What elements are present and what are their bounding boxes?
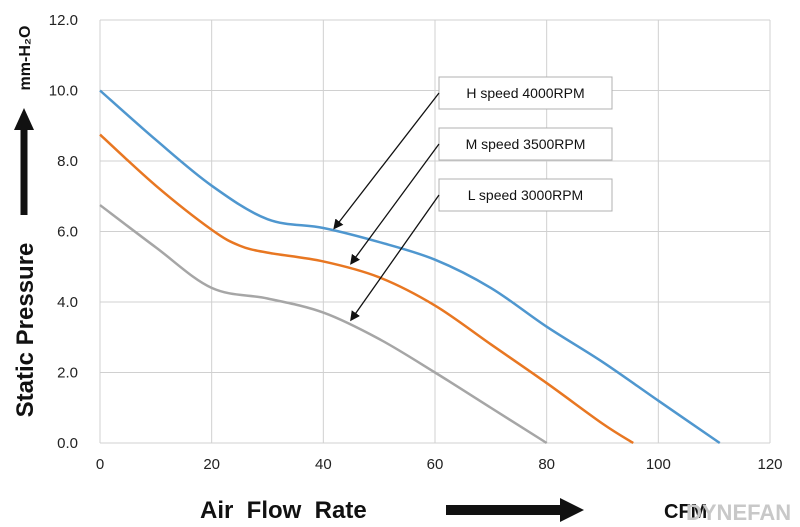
y-tick-label: 12.0 xyxy=(49,12,78,29)
y-axis-title: Static Pressure xyxy=(12,243,39,418)
x-tick-label: 40 xyxy=(315,456,332,473)
x-tick-label: 80 xyxy=(538,456,555,473)
y-tick-label: 10.0 xyxy=(49,83,78,100)
x-tick-label: 60 xyxy=(427,456,444,473)
y-tick-labels: 0.0 2.0 4.0 6.0 8.0 10.0 12.0 xyxy=(49,12,78,452)
y-tick-label: 0.0 xyxy=(57,435,78,452)
annotation-label: M speed 3500RPM xyxy=(466,136,586,152)
watermark-logo: DYNEFAN xyxy=(686,500,791,525)
x-axis-arrow-head-icon xyxy=(560,498,584,522)
annotation-arrow-icon xyxy=(333,92,440,230)
y-tick-label: 8.0 xyxy=(57,153,78,170)
y-axis-title-group: Static Pressure mm-H₂O xyxy=(12,26,39,418)
annotation-label: H speed 4000RPM xyxy=(466,85,584,101)
annotations: H speed 4000RPM M speed 3500RPM L speed 30… xyxy=(333,76,613,322)
series-lines xyxy=(99,89,721,445)
annotation-arrow-icon xyxy=(350,143,440,265)
x-axis-title: Air Flow Rate xyxy=(200,497,367,524)
y-tick-label: 2.0 xyxy=(57,365,78,382)
y-tick-label: 4.0 xyxy=(57,294,78,311)
y-axis-unit: mm-H₂O xyxy=(17,26,34,91)
x-tick-label: 20 xyxy=(203,456,220,473)
series-line-m-speed xyxy=(99,133,634,445)
series-line-l-speed xyxy=(99,204,548,445)
grid xyxy=(99,19,771,444)
x-tick-label: 0 xyxy=(96,456,104,473)
x-axis-unit: CFM xyxy=(664,501,707,523)
y-tick-label: 6.0 xyxy=(57,224,78,241)
x-tick-label: 100 xyxy=(646,456,671,473)
x-tick-labels: 0 20 40 60 80 100 120 xyxy=(96,456,783,473)
annotation-label: L speed 3000RPM xyxy=(468,187,583,203)
y-axis-arrow-head-icon xyxy=(14,108,34,130)
x-axis-title-group: Air Flow Rate CFM xyxy=(200,497,707,524)
x-tick-label: 120 xyxy=(757,456,782,473)
annotation-box xyxy=(438,178,613,212)
annotation-arrow-icon xyxy=(350,194,440,322)
series-line-h-speed xyxy=(99,89,721,445)
